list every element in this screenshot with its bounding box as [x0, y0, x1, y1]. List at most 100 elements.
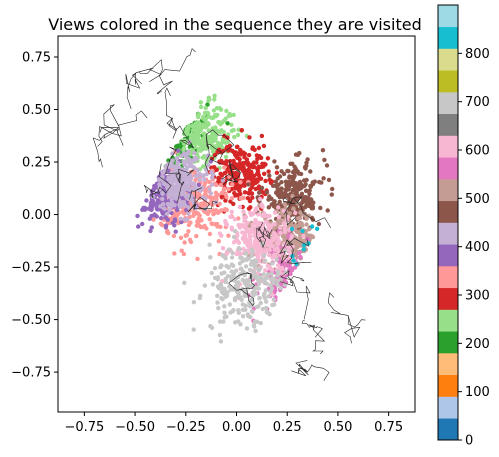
trajectory-line	[104, 105, 119, 131]
data-point	[260, 186, 264, 190]
data-point	[292, 165, 296, 169]
data-point	[148, 229, 152, 233]
data-point	[162, 207, 166, 211]
data-point	[241, 210, 245, 214]
data-point	[275, 171, 279, 175]
data-point	[295, 191, 299, 195]
data-point	[198, 149, 202, 153]
data-point	[207, 96, 211, 100]
data-point	[194, 234, 198, 238]
data-point	[258, 266, 262, 270]
data-point	[325, 163, 329, 167]
data-point	[238, 164, 242, 168]
colorbar-segment	[438, 310, 458, 332]
x-tick-label: −0.50	[115, 420, 155, 435]
data-point	[280, 266, 284, 270]
data-point	[157, 178, 161, 182]
data-point	[257, 282, 261, 286]
trajectory-line	[345, 315, 360, 343]
data-point	[149, 208, 153, 212]
data-point	[182, 281, 186, 285]
data-point	[245, 157, 249, 161]
data-point	[223, 219, 227, 223]
colorbar-tick-label: 100	[465, 385, 490, 400]
data-point	[214, 114, 218, 118]
data-point	[298, 210, 302, 214]
trajectory-line	[98, 127, 112, 147]
data-point	[248, 231, 252, 235]
data-point	[300, 229, 304, 233]
data-point	[223, 171, 227, 175]
data-point	[247, 135, 251, 139]
data-point	[236, 252, 240, 256]
data-point	[209, 191, 213, 195]
data-point	[186, 229, 190, 233]
data-point	[213, 266, 217, 270]
data-point	[198, 177, 202, 181]
data-point	[242, 215, 246, 219]
data-point	[258, 296, 262, 300]
data-point	[307, 204, 311, 208]
data-point	[224, 280, 228, 284]
data-point	[272, 159, 276, 163]
data-point	[266, 272, 270, 276]
data-point	[201, 174, 205, 178]
data-point	[201, 164, 205, 168]
data-point	[188, 159, 192, 163]
data-point	[297, 151, 301, 155]
data-point	[219, 271, 223, 275]
data-point	[215, 294, 219, 298]
data-point	[302, 247, 306, 251]
data-point	[321, 176, 325, 180]
data-point	[166, 231, 170, 235]
data-point	[263, 268, 267, 272]
y-tick-label: 0.25	[22, 156, 51, 171]
data-point	[215, 224, 219, 228]
data-point	[254, 206, 258, 210]
data-point	[268, 290, 272, 294]
data-point	[219, 339, 223, 343]
data-point	[227, 247, 231, 251]
data-point	[286, 180, 290, 184]
data-point	[192, 300, 196, 304]
data-point	[247, 279, 251, 283]
data-point	[294, 262, 298, 266]
data-point	[222, 119, 226, 123]
data-point	[233, 217, 237, 221]
data-point	[204, 167, 208, 171]
trajectory-line	[302, 321, 314, 331]
data-point	[274, 191, 278, 195]
data-point	[186, 205, 190, 209]
data-point	[207, 243, 211, 247]
colorbar-segment	[438, 5, 458, 27]
trajectory-line	[328, 293, 348, 316]
colorbar-segment	[438, 70, 458, 92]
data-point	[232, 135, 236, 139]
chart-title: Views colored in the sequence they are v…	[48, 15, 421, 34]
data-point	[310, 224, 314, 228]
colorbar-segment	[438, 157, 458, 179]
data-point	[237, 152, 241, 156]
data-point	[299, 172, 303, 176]
data-point	[216, 141, 220, 145]
data-point	[298, 216, 302, 220]
data-point	[202, 178, 206, 182]
data-point	[199, 218, 203, 222]
data-point	[217, 106, 221, 110]
data-point	[188, 164, 192, 168]
colorbar-segment	[438, 49, 458, 71]
data-point	[275, 279, 279, 283]
data-point	[203, 207, 207, 211]
data-point	[192, 327, 196, 331]
data-point	[246, 314, 250, 318]
data-point	[233, 186, 237, 190]
data-point	[197, 173, 201, 177]
data-point	[293, 211, 297, 215]
data-point	[214, 200, 218, 204]
data-point	[250, 290, 254, 294]
data-point	[270, 303, 274, 307]
data-point	[243, 240, 247, 244]
data-point	[297, 251, 301, 255]
colorbar-segment	[438, 331, 458, 353]
